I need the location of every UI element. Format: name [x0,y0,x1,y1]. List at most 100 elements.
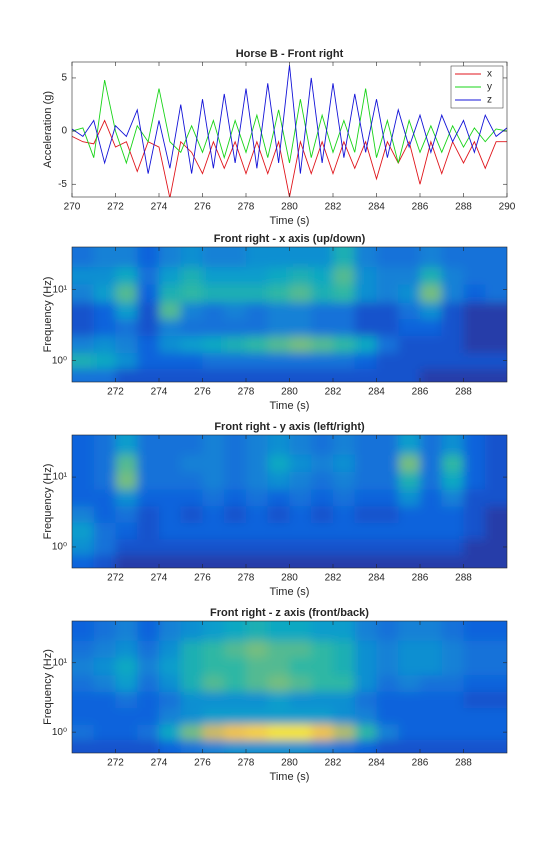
heatmap-cell [398,621,421,641]
heatmap-cell [115,621,138,641]
heatmap-cell [311,724,334,741]
heatmap-cell [354,621,377,641]
heatmap-cell [180,640,203,658]
heatmap-cell [354,435,377,455]
heatmap-cell [72,674,95,692]
x-tick-label: 280 [281,758,298,769]
heatmap-cell [463,266,486,285]
heatmap-cell [398,691,421,709]
heatmap-cell [180,368,203,382]
heatmap-cell [441,302,464,320]
heatmap-cell [441,318,464,337]
heatmap-cell [159,691,182,709]
heatmap-cell [267,318,290,337]
heatmap-cell [180,522,203,540]
heatmap-cell [485,691,507,709]
heatmap-cell [311,454,334,473]
heatmap-cell [485,554,507,568]
heatmap-cell [72,505,95,523]
heatmap-cell [93,640,116,658]
heatmap-cell [72,318,95,337]
heatmap-cell [376,522,399,540]
heatmap-cell [93,657,116,676]
chart-title: Horse B - Front right [236,48,344,60]
heatmap-cell [137,724,160,741]
heatmap-cell [441,621,464,641]
heatmap-cell [115,657,138,676]
heatmap-cell [180,707,203,725]
x-tick-label: 274 [151,387,168,398]
heatmap-cell [137,707,160,725]
heatmap-cell [376,454,399,473]
heatmap-cell [333,489,356,507]
heatmap-cell [180,352,203,370]
subplot: 272 274 276 278 280 282 284 286 288 10⁰ 10¹ Front r… [42,607,508,783]
x-axis-label: Time (s) [270,586,310,598]
heatmap-cell [376,302,399,320]
heatmap-cell [289,724,312,741]
heatmap-cell [311,554,334,568]
heatmap-cell [115,707,138,725]
y-axis-label: Acceleration (g) [42,91,54,168]
heatmap-cell [246,739,269,753]
heatmap-cell [398,657,421,676]
heatmap-cell [72,691,95,709]
heatmap-cell [485,707,507,725]
heatmap-cell [159,471,182,490]
heatmap-cell [267,284,290,303]
heatmap-cell [463,724,486,741]
heatmap-cell [354,522,377,540]
heatmap-cell [376,318,399,337]
heatmap-cell [311,302,334,320]
heatmap-cell [289,707,312,725]
heatmap-cell [463,522,486,540]
heatmap-cell [398,284,421,303]
heatmap-cell [180,538,203,556]
heatmap-cell [333,284,356,303]
heatmap-cell [246,454,269,473]
heatmap-cell [398,640,421,658]
heatmap-cell [72,724,95,741]
heatmap-cell [289,471,312,490]
heatmap-cell [441,505,464,523]
heatmap-cell [354,454,377,473]
heatmap-cell [246,640,269,658]
heatmap-cell [289,335,312,353]
heatmap-cell [224,674,247,692]
heatmap-cell [93,505,116,523]
heatmap-cell [267,538,290,556]
heatmap-cell [463,621,486,641]
heatmap-cell [72,657,95,676]
heatmap-cell [376,674,399,692]
heatmap-cells [72,621,507,753]
heatmap-cell [72,707,95,725]
heatmap-cell [398,368,421,382]
heatmap-cell [180,318,203,337]
heatmap-cell [93,302,116,320]
heatmap-cell [311,352,334,370]
heatmap-cell [246,302,269,320]
heatmap-cell [72,621,95,641]
heatmap-cell [398,247,421,268]
heatmap-cell [202,471,225,490]
heatmap-cell [246,368,269,382]
heatmap-cell [354,691,377,709]
heatmap-cell [246,352,269,370]
heatmap-cell [224,505,247,523]
heatmap-cell [311,674,334,692]
heatmap-cell [420,454,443,473]
heatmap-cell [93,522,116,540]
heatmap-cell [333,640,356,658]
heatmap-cell [333,538,356,556]
heatmap-cell [137,352,160,370]
heatmap-cell [137,674,160,692]
x-tick-label: 276 [194,573,211,584]
heatmap-cell [420,674,443,692]
x-tick-label: 282 [325,202,342,213]
heatmap-cell [267,435,290,455]
heatmap-cell [159,352,182,370]
heatmap-cell [441,707,464,725]
heatmap-cell [159,724,182,741]
heatmap-cell [289,657,312,676]
heatmap-cell [420,621,443,641]
